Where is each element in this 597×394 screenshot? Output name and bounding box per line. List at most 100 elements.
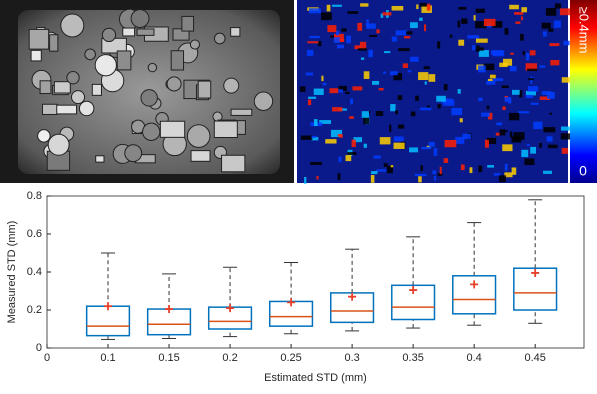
photo-part	[84, 48, 96, 61]
heatmap-speckle	[393, 73, 403, 81]
heatmap-speckle	[347, 11, 359, 14]
heatmap-speckle	[460, 164, 465, 171]
photo-part	[49, 34, 59, 52]
heatmap-speckle	[509, 4, 519, 10]
heatmap-speckle	[524, 158, 535, 166]
axes-box	[46, 195, 585, 349]
heatmap-speckle	[561, 77, 574, 83]
heatmap-speckle	[530, 76, 533, 84]
heatmap-speckle	[437, 41, 441, 49]
heatmap-speckle	[426, 105, 430, 109]
heatmap-speckle	[498, 175, 507, 183]
heatmap-speckle	[543, 127, 556, 133]
heatmap-speckle	[346, 35, 351, 44]
x-tick-label: 0	[44, 352, 50, 364]
heatmap-speckle	[529, 50, 536, 56]
heatmap-speckle	[397, 95, 403, 101]
heatmap-speckle	[305, 72, 314, 76]
heatmap-speckle	[335, 30, 340, 36]
heatmap-speckle	[379, 137, 391, 145]
heatmap-speckle	[504, 28, 509, 35]
photo-part	[39, 80, 52, 95]
heatmap-speckle	[481, 112, 490, 117]
heatmap-speckle	[455, 136, 465, 144]
heatmap-speckle	[444, 139, 457, 148]
photo-part	[190, 150, 211, 162]
heatmap-speckle	[308, 8, 321, 14]
heatmap-speckle	[428, 142, 435, 147]
heatmap-speckle	[502, 106, 506, 110]
heatmap-speckle	[560, 133, 572, 140]
heatmap-speckle	[548, 28, 554, 32]
heatmap-speckle	[299, 86, 306, 92]
heatmap-speckle	[311, 136, 319, 141]
heatmap-speckle	[419, 107, 432, 111]
y-tick-label: 0.6	[27, 228, 42, 240]
heatmap-speckle	[458, 39, 465, 46]
heatmap-speckle	[486, 80, 496, 85]
mean-marker	[470, 280, 479, 289]
heatmap-speckle	[347, 152, 357, 155]
heatmap-speckle	[319, 120, 332, 124]
heatmap-speckle	[520, 33, 524, 41]
heatmap-speckle	[488, 112, 493, 120]
heatmap-speckle	[326, 4, 331, 12]
heatmap-speckle	[416, 4, 419, 10]
heatmap-speckle	[493, 173, 501, 176]
heatmap-speckle	[426, 145, 431, 149]
heatmap-speckle	[300, 135, 313, 140]
heatmap-speckle	[307, 99, 312, 106]
photo-part	[91, 83, 102, 96]
heatmap-speckle	[345, 155, 352, 162]
heatmap-speckle	[484, 139, 489, 148]
photo-part	[101, 27, 117, 43]
heatmap-speckle	[511, 89, 520, 95]
heatmap-speckle	[389, 124, 392, 132]
heatmap-speckle	[527, 86, 539, 92]
heatmap-speckle	[449, 34, 453, 38]
photo-part	[78, 100, 95, 117]
heatmap-speckle	[337, 134, 342, 137]
heatmap-speckle	[483, 18, 496, 27]
heatmap-speckle	[370, 175, 375, 183]
photo-part	[95, 155, 105, 163]
heatmap-speckle	[345, 91, 350, 95]
heatmap-speckle	[398, 48, 410, 52]
heatmap-speckle	[368, 49, 373, 58]
photo-part	[130, 9, 150, 29]
heatmap-speckle	[515, 21, 521, 24]
heatmap-speckle	[393, 136, 404, 142]
photo-part	[181, 15, 195, 32]
photo-part	[136, 28, 155, 36]
x-tick-label: 0.15	[158, 352, 179, 364]
heatmap-speckle	[357, 22, 363, 31]
heatmap-speckle	[469, 167, 473, 174]
heatmap-speckle	[382, 12, 392, 16]
colorbar	[570, 0, 597, 183]
heatmap-speckle	[496, 122, 503, 126]
heatmap-speckle	[360, 3, 369, 7]
heatmap-speckle	[530, 146, 537, 154]
x-tick-label: 0.2	[222, 352, 237, 364]
heatmap-speckle	[432, 170, 437, 175]
heatmap-speckle	[317, 41, 322, 47]
heatmap-speckle	[539, 65, 546, 68]
photo-part	[66, 71, 80, 85]
heatmap-speckle	[313, 119, 318, 127]
heatmap-speckle	[433, 148, 438, 156]
heatmap-speckle	[473, 15, 476, 21]
heatmap-speckle	[457, 89, 461, 94]
heatmap-speckle	[457, 20, 461, 28]
box	[85, 305, 131, 337]
heatmap-speckle	[309, 35, 320, 39]
mean-marker	[531, 268, 540, 277]
heatmap-speckle	[359, 41, 367, 50]
heatmap-speckle	[549, 43, 560, 47]
heatmap-speckle	[402, 63, 408, 68]
heatmap-speckle	[330, 129, 343, 138]
heatmap-speckle	[395, 30, 408, 36]
heatmap-speckle	[547, 144, 558, 149]
photo-part	[37, 129, 51, 143]
photo-part	[53, 81, 71, 94]
